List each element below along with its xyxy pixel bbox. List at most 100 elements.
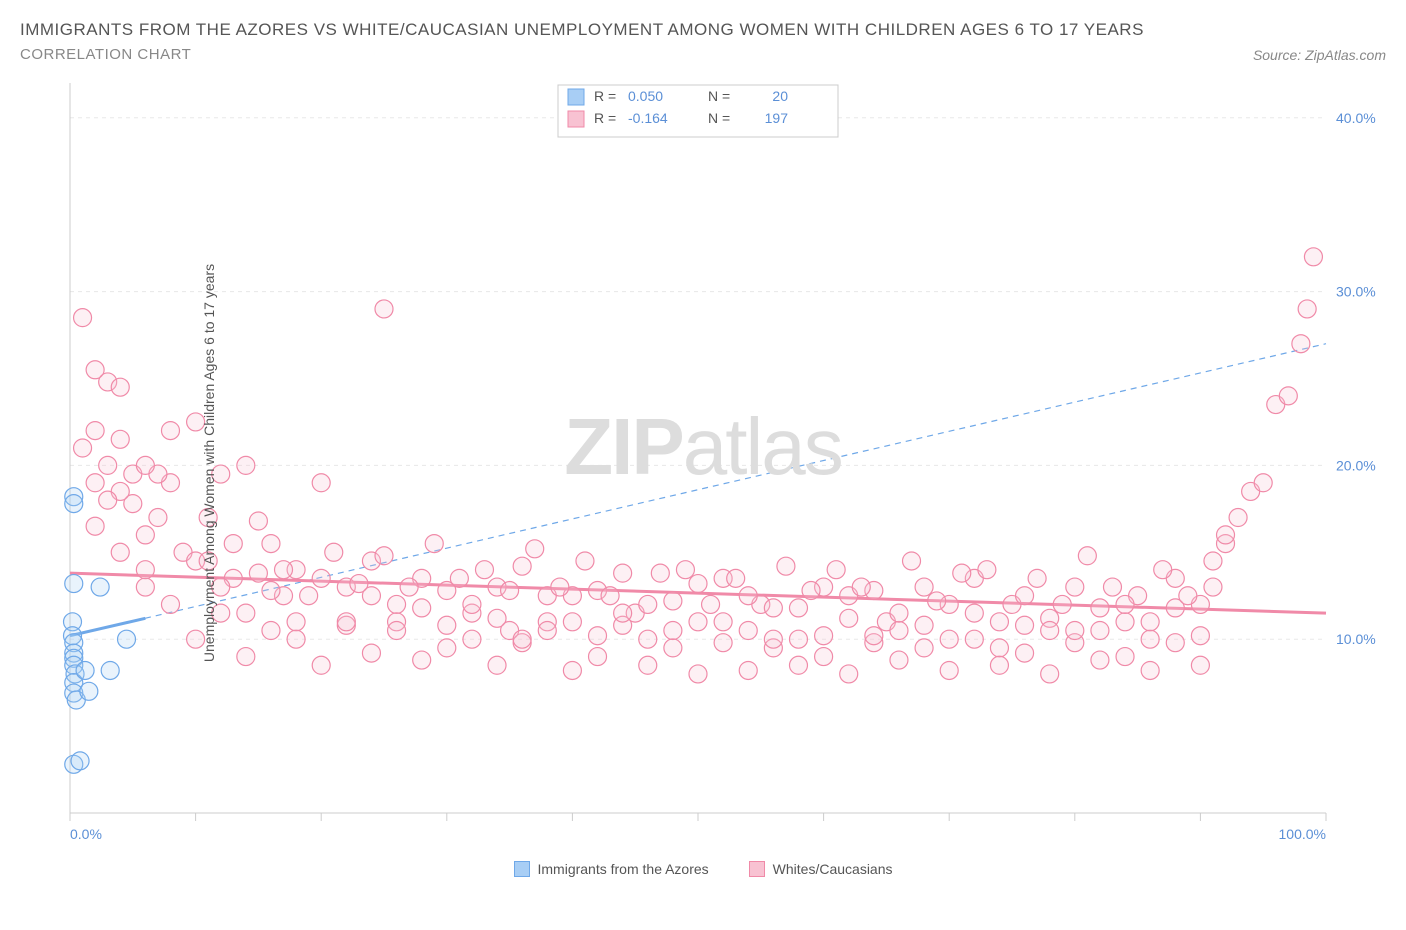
data-point xyxy=(714,634,732,652)
data-point xyxy=(375,300,393,318)
data-point xyxy=(990,639,1008,657)
data-point xyxy=(262,622,280,640)
data-point xyxy=(689,665,707,683)
data-point xyxy=(438,616,456,634)
data-point xyxy=(224,535,242,553)
data-point xyxy=(702,595,720,613)
data-point xyxy=(714,613,732,631)
data-point xyxy=(161,595,179,613)
data-point xyxy=(71,752,89,770)
data-point xyxy=(990,613,1008,631)
data-point xyxy=(890,651,908,669)
data-point xyxy=(689,613,707,631)
legend-swatch xyxy=(749,861,765,877)
data-point xyxy=(928,592,946,610)
data-point xyxy=(789,599,807,617)
data-point xyxy=(237,604,255,622)
data-point xyxy=(526,540,544,558)
data-point xyxy=(990,656,1008,674)
data-point xyxy=(915,616,933,634)
data-point xyxy=(538,622,556,640)
data-point xyxy=(1091,622,1109,640)
data-point xyxy=(840,665,858,683)
x-tick-label: 0.0% xyxy=(70,826,102,842)
plot-area: Unemployment Among Women with Children A… xyxy=(20,73,1386,853)
svg-text:0.050: 0.050 xyxy=(628,88,663,104)
data-point xyxy=(400,578,418,596)
data-point xyxy=(237,648,255,666)
data-point xyxy=(136,456,154,474)
data-point xyxy=(287,630,305,648)
data-point xyxy=(802,582,820,600)
data-point xyxy=(287,613,305,631)
data-point xyxy=(940,661,958,679)
data-point xyxy=(739,622,757,640)
data-point xyxy=(639,630,657,648)
data-point xyxy=(111,543,129,561)
y-tick-label: 30.0% xyxy=(1336,284,1376,300)
data-point xyxy=(965,604,983,622)
data-point xyxy=(312,656,330,674)
data-point xyxy=(1141,661,1159,679)
data-point xyxy=(676,561,694,579)
data-point xyxy=(563,661,581,679)
data-point xyxy=(1116,648,1134,666)
data-point xyxy=(1229,509,1247,527)
plot-svg: 10.0%20.0%30.0%40.0%0.0%100.0%R =0.050N … xyxy=(20,73,1386,853)
legend-swatch xyxy=(514,861,530,877)
data-point xyxy=(438,639,456,657)
data-point xyxy=(136,526,154,544)
data-point xyxy=(1103,578,1121,596)
svg-text:N =: N = xyxy=(708,110,730,126)
data-point xyxy=(513,630,531,648)
data-point xyxy=(1204,578,1222,596)
data-point xyxy=(1141,613,1159,631)
data-point xyxy=(664,622,682,640)
data-point xyxy=(1298,300,1316,318)
data-point xyxy=(161,422,179,440)
data-point xyxy=(425,535,443,553)
data-point xyxy=(865,627,883,645)
data-point xyxy=(551,578,569,596)
data-point xyxy=(1254,474,1272,492)
data-point xyxy=(915,639,933,657)
data-point xyxy=(337,613,355,631)
stats-legend: R =0.050N =20R =-0.164N =197 xyxy=(558,85,838,137)
data-point xyxy=(777,557,795,575)
data-point xyxy=(965,630,983,648)
data-point xyxy=(1053,595,1071,613)
bottom-legend: Immigrants from the AzoresWhites/Caucasi… xyxy=(20,861,1386,877)
data-point xyxy=(727,569,745,587)
y-tick-label: 20.0% xyxy=(1336,457,1376,473)
data-point xyxy=(413,599,431,617)
data-point xyxy=(1279,387,1297,405)
data-point xyxy=(1041,665,1059,683)
data-point xyxy=(1091,599,1109,617)
data-point xyxy=(953,564,971,582)
data-point xyxy=(639,595,657,613)
svg-text:197: 197 xyxy=(765,110,789,126)
x-tick-label: 100.0% xyxy=(1279,826,1326,842)
data-point xyxy=(739,587,757,605)
data-point xyxy=(815,627,833,645)
data-point xyxy=(827,561,845,579)
data-point xyxy=(101,661,119,679)
data-point xyxy=(275,561,293,579)
data-point xyxy=(136,578,154,596)
data-point xyxy=(80,682,98,700)
y-tick-label: 10.0% xyxy=(1336,631,1376,647)
data-point xyxy=(111,378,129,396)
data-point xyxy=(86,474,104,492)
data-point xyxy=(903,552,921,570)
data-point xyxy=(664,592,682,610)
legend-item: Whites/Caucasians xyxy=(749,861,893,877)
data-point xyxy=(1141,630,1159,648)
data-point xyxy=(601,587,619,605)
data-point xyxy=(463,595,481,613)
data-point xyxy=(388,595,406,613)
data-point xyxy=(1191,627,1209,645)
data-point xyxy=(1292,335,1310,353)
data-point xyxy=(1091,651,1109,669)
data-point xyxy=(1028,569,1046,587)
data-point xyxy=(940,630,958,648)
